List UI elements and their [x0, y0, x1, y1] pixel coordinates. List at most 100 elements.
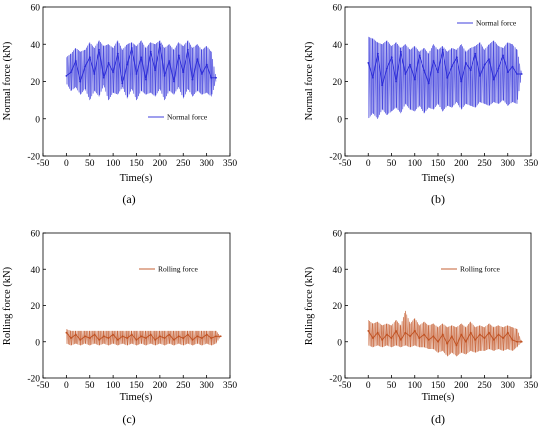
panel-a-data-point: [201, 73, 203, 75]
panel-b-x-tick-label: 250: [477, 159, 492, 169]
panel-a-data-point: [196, 58, 199, 60]
panel-a-data-point: [88, 56, 91, 59]
panel-b-x-tick-label: 350: [524, 159, 539, 169]
panel-a-data-point: [130, 47, 133, 49]
panel-a-data-point: [191, 78, 194, 81]
panel-d-data-point: [451, 335, 453, 338]
panel-c-data-point: [121, 335, 124, 338]
panel-b-data-point: [511, 65, 514, 68]
panel-a-x-tick-label: 350: [223, 159, 238, 169]
panel-d-x-tick-label: 0: [366, 381, 371, 391]
panel-c-x-tick-label: 200: [153, 381, 168, 391]
panel-d-x-tick-label: 100: [408, 381, 423, 391]
panel-b-x-tick-label: 100: [408, 159, 423, 169]
panel-b-data-point: [492, 78, 495, 81]
panel-d-y-tick-label: 40: [333, 266, 343, 276]
panel-c-data-point: [215, 335, 217, 338]
panel-b-y-tick-label: -20: [329, 153, 342, 163]
panel-d-data-point: [474, 339, 477, 341]
panel-d-data-point: [395, 330, 397, 332]
panel-c-y-tick-label: 20: [31, 302, 41, 312]
panel-d-data-point: [376, 331, 379, 334]
panel-a-y-tick-label: 40: [31, 41, 41, 51]
panel-c-data-point: [74, 333, 77, 336]
panel-c-ylabel: Rolling force (kN): [2, 266, 13, 345]
panel-a-data-point: [159, 43, 161, 46]
panel-d-data-point: [404, 331, 407, 334]
panel-a-data-point: [74, 60, 77, 62]
panel-b-data-point: [502, 54, 504, 57]
panel-a-data-point: [168, 60, 171, 62]
panel-b-y-tick-label: 40: [333, 41, 343, 51]
panel-b-data-point: [451, 65, 453, 68]
panel-a-data-point: [145, 78, 147, 81]
panel-c-x-tick-label: 300: [200, 381, 215, 391]
panel-c-data-point: [205, 333, 208, 336]
panel-c-data-point: [70, 337, 72, 339]
panel-d-label: (d): [431, 412, 445, 426]
panel-c-data-point: [191, 339, 194, 341]
panel-d-legend-label: Rolling force: [460, 265, 500, 274]
panel-a-x-tick-label: 100: [106, 159, 121, 169]
panel-a-data-point: [84, 65, 86, 68]
panel-d-data-point: [427, 339, 430, 341]
panel-b-ylabel: Normal force (kN): [304, 41, 315, 120]
panel-c-data-point: [140, 335, 143, 338]
panel-a-data-point: [121, 82, 124, 85]
panel-b-data-point: [381, 84, 384, 87]
panel-b-x-tick-label: 50: [387, 159, 397, 169]
panel-d-x-tick-label: 300: [501, 381, 516, 391]
panel-d-data-point: [488, 331, 490, 334]
panel-a-x-tick-label: 50: [85, 159, 95, 169]
panel-b-data-point: [432, 60, 435, 62]
panel-c-x-tick-label: 0: [64, 381, 69, 391]
panel-c-data-point: [196, 335, 199, 338]
panel-a-y-tick-label: 20: [31, 78, 41, 88]
panel-b-data-point: [404, 73, 407, 75]
panel-a-y-tick-label: 60: [31, 4, 41, 14]
panel-d-data-point: [372, 337, 374, 339]
panel-d-data-point: [390, 337, 393, 339]
panel-c-x-tick-label: 100: [106, 381, 121, 391]
panel-b-series-line: [367, 49, 522, 86]
panel-d-data-point: [413, 330, 416, 332]
panel-b-data-point: [446, 76, 449, 79]
panel-c-x-tick-label: 250: [176, 381, 191, 391]
panel-d-data-point: [409, 335, 411, 338]
panel-b-data-point: [409, 63, 411, 66]
panel-b-data-point: [376, 52, 379, 55]
panel-c-x-tick-label: 150: [129, 381, 144, 391]
panel-a-data-point: [205, 63, 208, 66]
panel-c-data-point: [93, 333, 96, 336]
panel-c-y-tick-label: -20: [27, 375, 40, 385]
panel-a-data-point: [93, 73, 96, 75]
panel-d-data-point: [455, 344, 458, 347]
panel-d-data-point: [520, 340, 523, 343]
panel-b-x-tick-label: 300: [501, 159, 516, 169]
panel-d-y-tick-label: -20: [329, 375, 342, 385]
panel-c-data-point: [130, 333, 133, 336]
panel-c-data-point: [98, 339, 100, 341]
panel-a-data-point: [154, 69, 157, 72]
panel-a-x-tick-label: 250: [176, 159, 191, 169]
panel-d-y-tick-label: 20: [333, 302, 343, 312]
panel-d-x-tick-label: -50: [339, 381, 352, 391]
panel-c-plot-frame: [42, 232, 231, 379]
panel-c-data-point: [145, 337, 147, 339]
panel-c-data-point: [112, 333, 114, 336]
panel-b-x-tick-label: 150: [431, 159, 446, 169]
panel-b-data-point: [399, 50, 402, 53]
panel-d-x-tick-label: 350: [524, 381, 539, 391]
panel-b-data-point: [418, 54, 421, 57]
panel-b-data-point: [427, 82, 430, 85]
panel-d-x-tick-label: 150: [431, 381, 446, 391]
panel-d-data-point: [479, 333, 481, 336]
panel-a-legend-label: Normal force: [167, 113, 208, 122]
panel-b-data-point: [390, 56, 393, 59]
panel-a-data-point: [102, 76, 105, 79]
panel-c-data-point: [154, 339, 157, 341]
panel-b-data-point: [441, 48, 444, 51]
panel-b-data-point: [372, 76, 374, 79]
panel-c-label: (c): [122, 412, 135, 426]
